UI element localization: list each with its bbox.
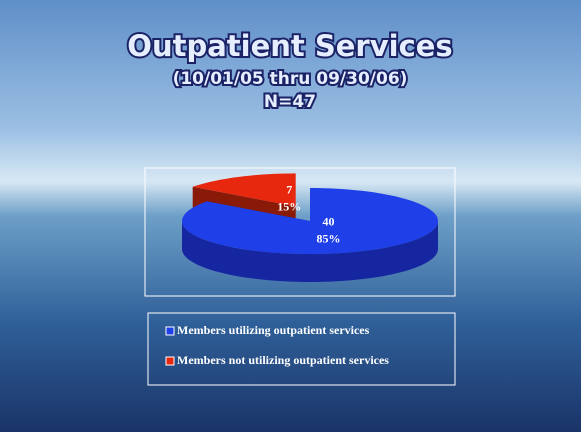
legend-label: Members not utilizing outpatient service… bbox=[177, 353, 389, 367]
legend-swatch bbox=[165, 356, 175, 366]
percent-label: 85% bbox=[316, 232, 340, 246]
slice-top bbox=[182, 188, 438, 254]
data-label: 7 bbox=[286, 182, 292, 196]
pie: 40 85% 7 15% bbox=[182, 173, 438, 282]
legend-label: Members utilizing outpatient services bbox=[177, 323, 370, 337]
plot-frame bbox=[144, 167, 456, 297]
legend: Members utilizing outpatient services Mem… bbox=[165, 323, 389, 367]
subtitle: (10/01/05 thru 09/30/06) bbox=[173, 69, 408, 89]
note: N=47 bbox=[264, 92, 316, 112]
title: Outpatient Services bbox=[127, 29, 452, 63]
legend-swatch bbox=[165, 326, 175, 336]
legend-frame bbox=[147, 312, 456, 386]
slice-side bbox=[182, 221, 438, 282]
data-label: 40 bbox=[322, 215, 334, 229]
slice bbox=[182, 188, 438, 282]
percent-label: 15% bbox=[277, 199, 301, 213]
slice-top bbox=[192, 173, 296, 207]
